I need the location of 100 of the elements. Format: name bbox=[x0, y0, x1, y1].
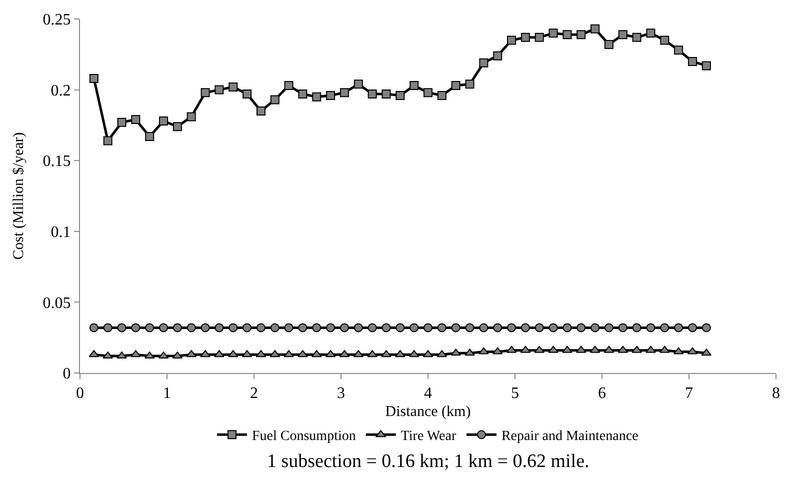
point bbox=[102, 352, 113, 359]
point bbox=[131, 115, 140, 124]
point bbox=[674, 323, 684, 332]
point bbox=[464, 348, 475, 356]
point bbox=[576, 346, 586, 353]
point bbox=[507, 36, 516, 45]
point bbox=[382, 90, 391, 99]
point bbox=[702, 61, 711, 70]
point bbox=[590, 24, 600, 34]
y-tick-label: 0 bbox=[62, 366, 71, 383]
point bbox=[632, 32, 642, 42]
point bbox=[534, 32, 544, 42]
point bbox=[354, 323, 363, 332]
point bbox=[200, 88, 210, 98]
point bbox=[228, 82, 238, 92]
point bbox=[312, 350, 322, 358]
point bbox=[410, 323, 419, 332]
point bbox=[103, 136, 112, 146]
point bbox=[702, 323, 711, 332]
point bbox=[284, 323, 294, 332]
point bbox=[520, 32, 530, 42]
point bbox=[548, 346, 558, 353]
point bbox=[242, 323, 252, 332]
point bbox=[618, 346, 628, 353]
point bbox=[186, 350, 196, 358]
point bbox=[590, 323, 600, 332]
point bbox=[632, 346, 642, 353]
point bbox=[116, 352, 127, 359]
point bbox=[395, 350, 406, 358]
point bbox=[354, 80, 363, 89]
point bbox=[298, 323, 308, 332]
point bbox=[660, 323, 670, 332]
point bbox=[604, 40, 614, 49]
point bbox=[298, 350, 308, 358]
x-tick-label: 1 bbox=[163, 385, 171, 402]
point bbox=[437, 90, 446, 100]
point bbox=[479, 58, 488, 68]
x-tick-label: 4 bbox=[424, 385, 432, 402]
point bbox=[256, 323, 266, 332]
point bbox=[284, 81, 294, 90]
x-axis-title: Distance (km) bbox=[385, 404, 471, 420]
point bbox=[618, 30, 628, 40]
legend-label: Repair and Maintenance bbox=[501, 429, 638, 444]
point bbox=[465, 80, 474, 89]
point bbox=[493, 51, 502, 60]
point bbox=[660, 346, 670, 353]
point bbox=[103, 323, 112, 332]
point bbox=[130, 350, 141, 358]
point bbox=[340, 323, 349, 332]
point bbox=[424, 323, 432, 332]
y-tick-label: 0.15 bbox=[42, 153, 71, 170]
x-tick-label: 2 bbox=[250, 385, 258, 402]
point bbox=[548, 323, 558, 332]
point bbox=[534, 346, 544, 353]
point bbox=[660, 36, 670, 45]
x-tick-label: 3 bbox=[337, 385, 345, 402]
point bbox=[576, 323, 586, 332]
point bbox=[214, 323, 224, 332]
point bbox=[646, 28, 656, 38]
point bbox=[326, 323, 336, 332]
point bbox=[159, 323, 168, 332]
point bbox=[424, 88, 432, 98]
x-tick-label: 6 bbox=[598, 385, 606, 402]
point bbox=[479, 323, 488, 332]
y-tick-label: 0.1 bbox=[50, 224, 71, 241]
point bbox=[674, 46, 684, 55]
point bbox=[89, 74, 98, 83]
point bbox=[172, 323, 182, 332]
point bbox=[312, 92, 322, 102]
point bbox=[340, 88, 349, 98]
point bbox=[270, 95, 280, 104]
point bbox=[451, 323, 460, 332]
point bbox=[270, 323, 280, 332]
point bbox=[326, 90, 336, 100]
point bbox=[562, 323, 572, 332]
point bbox=[451, 81, 460, 90]
point bbox=[214, 85, 224, 94]
x-tick-label: 5 bbox=[511, 385, 519, 402]
y-tick-label: 0.05 bbox=[42, 294, 71, 312]
point bbox=[381, 350, 392, 358]
text: 1 subsection = 0.16 km; 1 km = 0.62 mile. bbox=[267, 451, 590, 472]
point bbox=[368, 90, 377, 99]
point bbox=[562, 30, 572, 40]
legend-label: Tire Wear bbox=[400, 429, 456, 444]
point bbox=[145, 132, 154, 142]
point bbox=[534, 323, 544, 332]
point bbox=[117, 323, 126, 332]
point bbox=[312, 323, 322, 332]
point bbox=[228, 350, 238, 358]
point bbox=[159, 116, 168, 126]
point bbox=[646, 323, 656, 332]
point bbox=[256, 106, 266, 116]
point bbox=[186, 112, 196, 122]
point bbox=[228, 323, 238, 332]
point bbox=[396, 90, 405, 100]
point bbox=[396, 323, 405, 332]
y-axis-title: Cost (Million $/year) bbox=[11, 132, 28, 260]
point bbox=[172, 122, 182, 132]
point bbox=[117, 118, 126, 127]
point bbox=[520, 323, 530, 332]
